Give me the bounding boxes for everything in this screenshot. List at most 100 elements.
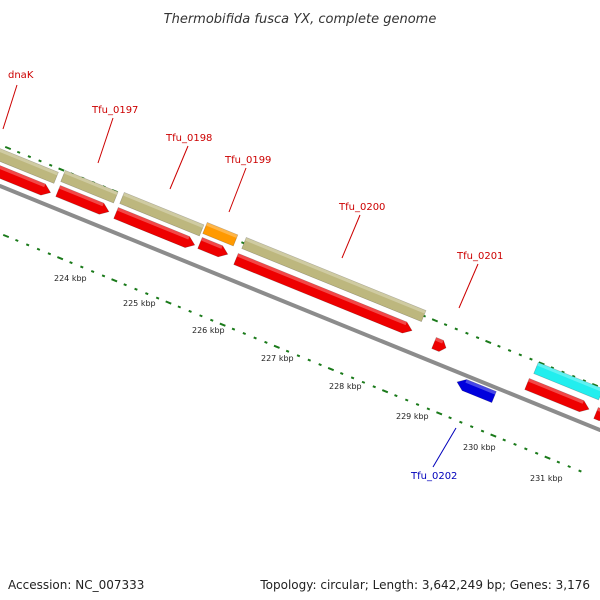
tick-dot: [454, 327, 459, 331]
gene-arrow: [197, 237, 229, 258]
tick-dot: [318, 363, 322, 367]
genome-backbone: [0, 184, 600, 432]
tick-dot: [571, 374, 576, 378]
scale-tick-label: 227 kbp: [261, 354, 294, 363]
tick-dot: [381, 389, 389, 394]
tick-dot: [567, 465, 571, 469]
tick-dot: [578, 469, 582, 473]
label-leader-lines: [2, 84, 479, 468]
gene-label-tfu0201: Tfu_0201: [456, 251, 503, 262]
tick-dot: [339, 371, 344, 375]
gene-label-tfu0198: Tfu_0198: [165, 133, 212, 144]
scale-tick-label: 224 kbp: [54, 274, 87, 283]
scale-tick-label: 226 kbp: [192, 326, 225, 335]
tick-dot: [469, 425, 474, 429]
map-title: Thermobifida fusca YX, complete genome: [164, 12, 437, 27]
feature-bar-orange: [202, 222, 239, 247]
tick-dot: [69, 261, 73, 265]
scale-tick-label: 231 kbp: [530, 474, 563, 483]
leader-line-tfu0200: [341, 214, 361, 259]
scale-tick-label: 229 kbp: [396, 412, 429, 421]
tick-dot: [145, 292, 149, 296]
tick-dot: [296, 354, 301, 358]
gene-label-tfu0197: Tfu_0197: [91, 105, 138, 116]
scale-tick-label: 225 kbp: [123, 299, 156, 308]
gene-label-tfu0202: Tfu_0202: [410, 471, 457, 482]
tick-dot: [550, 366, 555, 370]
gene-arrow: [0, 164, 52, 196]
tick-dot: [327, 366, 335, 372]
scale-tick-dots: [2, 233, 582, 473]
leader-line-tfu0201: [458, 263, 479, 309]
feature-bar: [60, 170, 119, 204]
gene-label-dnaK: dnaK: [8, 70, 34, 81]
tick-dot: [273, 344, 280, 349]
tick-dot: [544, 455, 551, 460]
accession-text: Accession: NC_007333: [8, 578, 145, 592]
feature-bar: [119, 192, 205, 237]
tick-dot: [507, 349, 512, 353]
scale-tick-label: 230 kbp: [463, 443, 496, 452]
tick-dot: [448, 416, 452, 420]
tick-dot: [415, 402, 420, 406]
gene-arrow-reverse: [456, 379, 497, 404]
tick-dot: [404, 398, 409, 402]
tick-dot: [350, 376, 355, 380]
tick-dot: [285, 349, 290, 353]
gene-labels: dnaK Tfu_0197 Tfu_0198 Tfu_0199 Tfu_0200 Tfu_…: [8, 70, 503, 482]
tick-dot: [253, 336, 257, 340]
tick-dot: [27, 155, 32, 159]
tick-dot: [361, 380, 366, 384]
tick-dot: [480, 429, 485, 433]
tick-dot: [264, 340, 268, 344]
tick-dot: [459, 420, 463, 424]
tick-dot: [443, 323, 448, 327]
tick-dot: [307, 358, 312, 362]
tick-dot: [219, 322, 226, 327]
tick-dot: [90, 269, 95, 273]
feature-track: [0, 147, 600, 401]
tick-dot: [123, 283, 127, 287]
gene-label-tfu0199: Tfu_0199: [224, 155, 271, 166]
tick-dot: [199, 314, 203, 318]
tick-dot: [111, 278, 118, 283]
tick-dot: [58, 167, 65, 172]
tick-dot: [242, 332, 247, 336]
tick-dot: [518, 353, 523, 357]
gene-arrow: [55, 185, 110, 215]
tick-dot: [241, 241, 245, 245]
tick-dot: [15, 238, 19, 242]
tick-dot: [529, 357, 533, 361]
tick-dot: [231, 327, 236, 331]
tick-dot: [155, 296, 160, 300]
tick-dot: [436, 411, 443, 416]
gene-arrow: [593, 407, 600, 422]
tick-dot: [48, 163, 53, 167]
tick-dot: [165, 300, 172, 305]
tick-dot: [101, 274, 106, 278]
leader-line-tfu0198: [169, 145, 189, 190]
tick-dot: [513, 442, 517, 446]
tick-dot: [177, 305, 182, 309]
tick-dot: [426, 407, 431, 411]
gene-arrow: [233, 253, 413, 334]
tick-dot: [485, 339, 492, 344]
leader-line-dnaK: [2, 84, 18, 130]
tick-dot: [497, 344, 501, 348]
tick-dot: [431, 318, 439, 323]
tick-dot: [475, 336, 480, 340]
leader-line-tfu0202: [432, 427, 457, 468]
leader-line-tfu0197: [97, 117, 114, 164]
tick-dot: [394, 394, 398, 398]
tick-dot: [25, 243, 30, 247]
tick-dot: [556, 460, 561, 464]
tick-dot: [582, 379, 587, 383]
gene-arrow: [524, 378, 590, 413]
feature-bar-cyan: [533, 362, 600, 401]
tick-dot: [134, 287, 138, 291]
tick-dot: [2, 233, 10, 239]
scale-tick-label: 228 kbp: [329, 382, 362, 391]
feature-bar: [241, 237, 427, 323]
leader-line-tfu0199: [228, 167, 247, 213]
